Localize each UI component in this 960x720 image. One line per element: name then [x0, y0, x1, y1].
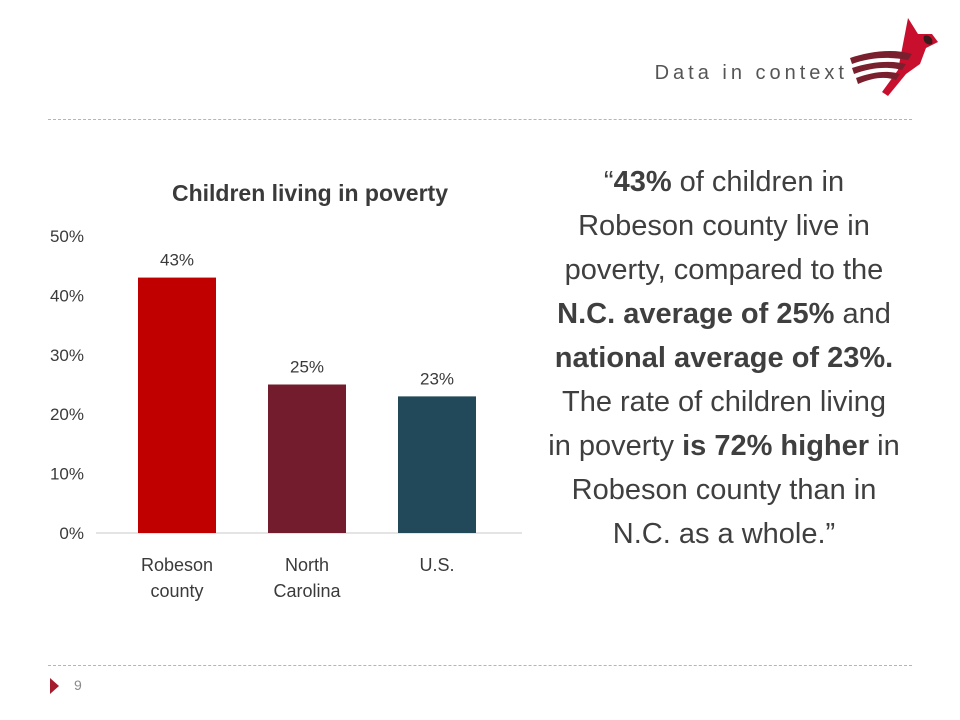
y-tick-label: 10% — [50, 465, 84, 484]
quote-text: “43% of children in Robeson county live … — [548, 160, 900, 556]
quote-emphasis: national average of 23%. — [554, 342, 894, 374]
x-category-label: Robeson — [141, 555, 213, 575]
quote-emphasis: is 72% higher — [682, 430, 870, 462]
poverty-bar-chart: Children living in poverty 0% 10% 20% 30% 40… — [0, 160, 540, 620]
y-tick-label: 0% — [59, 524, 84, 543]
y-tick-label: 50% — [50, 227, 84, 246]
footer-triangle-icon — [50, 678, 59, 694]
bar-value-label: 25% — [290, 358, 324, 377]
header-divider — [48, 119, 912, 120]
y-tick-label: 30% — [50, 346, 84, 365]
bar-2 — [398, 396, 476, 533]
quote-emphasis: N.C. average of 25% — [557, 298, 835, 330]
quote-segment: of children in Robeson county live in po… — [564, 166, 884, 286]
quote-segment: “ — [603, 166, 614, 198]
quote-emphasis: 43% — [613, 166, 672, 198]
bar-value-label: 23% — [420, 369, 454, 388]
y-tick-label: 40% — [50, 286, 84, 305]
quote-segment: in Robeson county than in N.C. as a whol… — [571, 430, 900, 550]
x-category-label: county — [150, 581, 203, 601]
footer-divider — [48, 665, 912, 666]
quote-segment: The rate of children living in poverty — [548, 386, 886, 462]
slide-header-title: Data in context — [654, 62, 848, 84]
quote-segment: and — [834, 298, 891, 330]
cardinal-bird-logo-icon — [850, 18, 938, 96]
x-category-label: U.S. — [419, 555, 454, 575]
bar-value-label: 43% — [160, 251, 194, 270]
x-category-label: Carolina — [273, 581, 341, 601]
bar-0 — [138, 277, 216, 533]
page-number: 9 — [74, 677, 82, 693]
chart-title: Children living in poverty — [171, 180, 449, 206]
chart-canvas: 0% 10% 20% 30% 40% 50% 43% Robeson county 25% Nort… — [50, 227, 522, 601]
x-category-label: North — [285, 555, 329, 575]
y-tick-label: 20% — [50, 405, 84, 424]
bar-1 — [268, 384, 346, 533]
